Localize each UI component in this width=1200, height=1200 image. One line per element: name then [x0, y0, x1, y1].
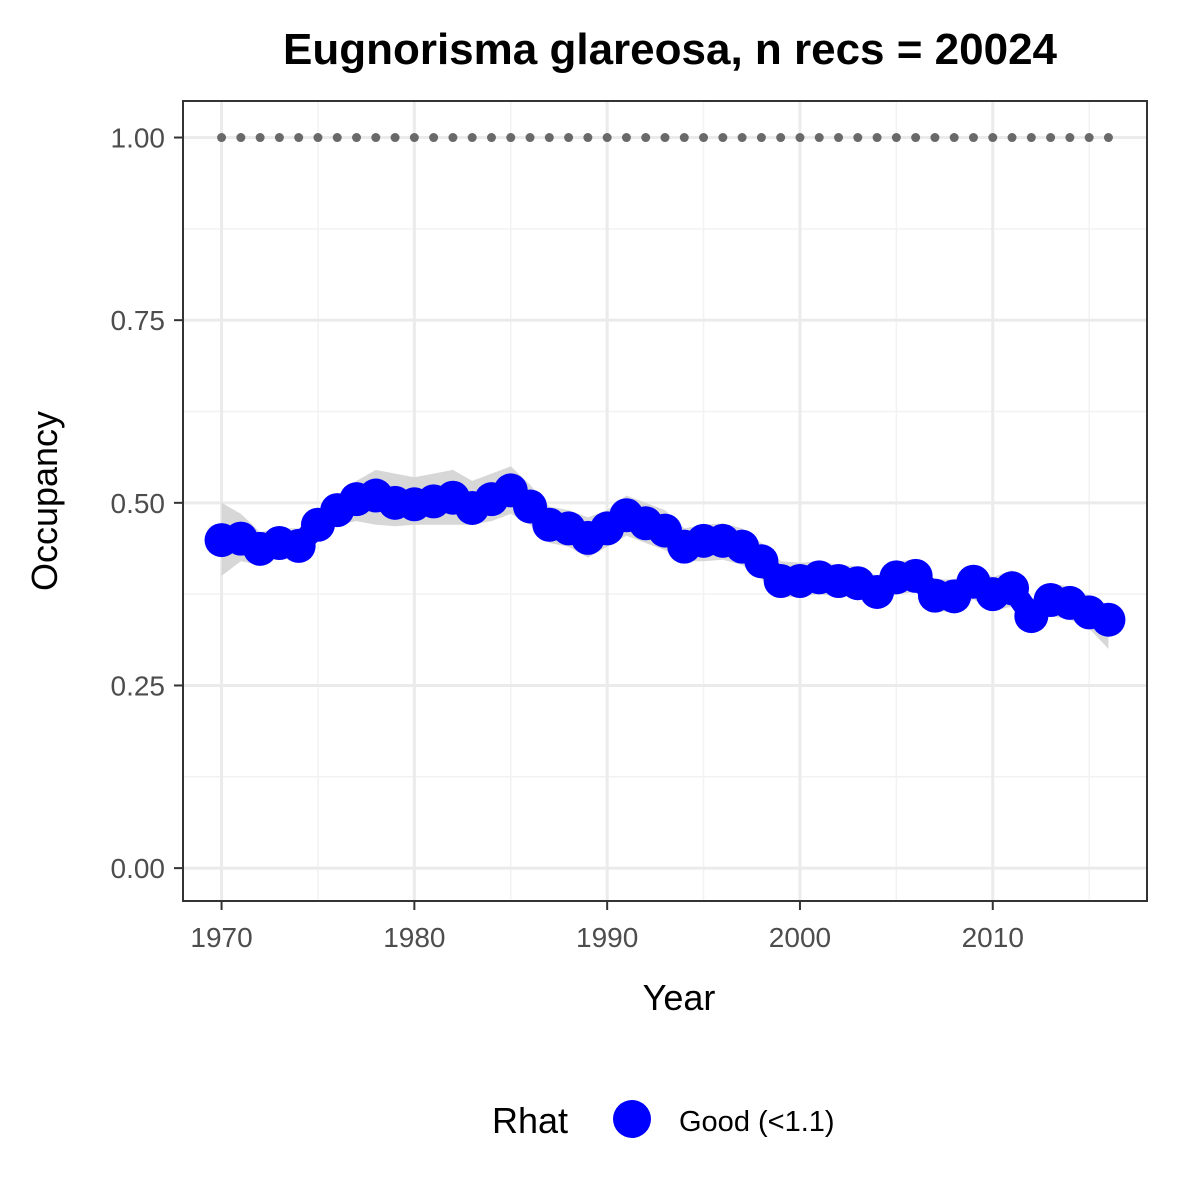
legend-swatch-good: [613, 1100, 651, 1138]
reference-point: [814, 133, 824, 143]
y-axis: 0.00 0.25 0.50 0.75 1.00: [111, 123, 183, 884]
reference-point: [602, 133, 612, 143]
reference-point: [332, 133, 342, 143]
reference-point: [1007, 133, 1017, 143]
reference-point: [583, 133, 593, 143]
reference-point: [274, 133, 284, 143]
reference-point: [949, 133, 959, 143]
reference-line-layer: [217, 133, 1113, 143]
y-tick-label: 0.75: [111, 305, 166, 336]
reference-point: [911, 133, 921, 143]
y-tick-label: 1.00: [111, 123, 166, 154]
reference-point: [853, 133, 863, 143]
reference-point: [621, 133, 631, 143]
reference-point: [834, 133, 844, 143]
reference-point: [1026, 133, 1036, 143]
x-axis: 1970 1980 1990 2000 2010: [190, 901, 1024, 953]
reference-point: [930, 133, 940, 143]
legend-label-good: Good (<1.1): [679, 1106, 835, 1138]
reference-point: [1103, 133, 1113, 143]
reference-point: [795, 133, 805, 143]
reference-point: [467, 133, 477, 143]
reference-point: [429, 133, 439, 143]
reference-point: [371, 133, 381, 143]
y-tick-label: 0.00: [111, 853, 166, 884]
legend: Rhat Good (<1.1): [492, 1100, 835, 1141]
x-tick-label: 2010: [962, 922, 1024, 953]
reference-point: [409, 133, 419, 143]
occupancy-series-layer: [204, 473, 1126, 637]
reference-point: [217, 133, 227, 143]
y-tick-label: 0.50: [111, 488, 166, 519]
reference-point: [679, 133, 689, 143]
reference-point: [506, 133, 516, 143]
reference-point: [294, 133, 304, 143]
reference-point: [313, 133, 323, 143]
reference-point: [255, 133, 265, 143]
reference-point: [1046, 133, 1056, 143]
reference-point: [660, 133, 670, 143]
occupancy-point: [995, 571, 1030, 606]
occupancy-point: [1091, 602, 1126, 637]
reference-point: [390, 133, 400, 143]
plot-border: [182, 100, 1148, 902]
reference-point: [564, 133, 574, 143]
reference-point: [699, 133, 709, 143]
reference-point: [718, 133, 728, 143]
reference-point: [968, 133, 978, 143]
x-axis-title: Year: [643, 977, 716, 1018]
reference-point: [641, 133, 651, 143]
reference-point: [891, 133, 901, 143]
reference-point: [1084, 133, 1094, 143]
x-tick-label: 1980: [383, 922, 445, 953]
x-tick-label: 1990: [576, 922, 638, 953]
reference-point: [486, 133, 496, 143]
reference-point: [448, 133, 458, 143]
reference-point: [236, 133, 246, 143]
reference-point: [544, 133, 554, 143]
reference-point: [988, 133, 998, 143]
reference-point: [872, 133, 882, 143]
reference-point: [776, 133, 786, 143]
reference-point: [1065, 133, 1075, 143]
reference-point: [756, 133, 766, 143]
y-axis-title: Occupancy: [24, 411, 65, 591]
x-tick-label: 2000: [769, 922, 831, 953]
y-tick-label: 0.25: [111, 670, 166, 701]
reference-point: [737, 133, 747, 143]
reference-point: [525, 133, 535, 143]
x-tick-label: 1970: [190, 922, 252, 953]
chart-title: Eugnorisma glareosa, n recs = 20024: [283, 25, 1058, 74]
reference-point: [352, 133, 362, 143]
legend-title: Rhat: [492, 1100, 568, 1141]
